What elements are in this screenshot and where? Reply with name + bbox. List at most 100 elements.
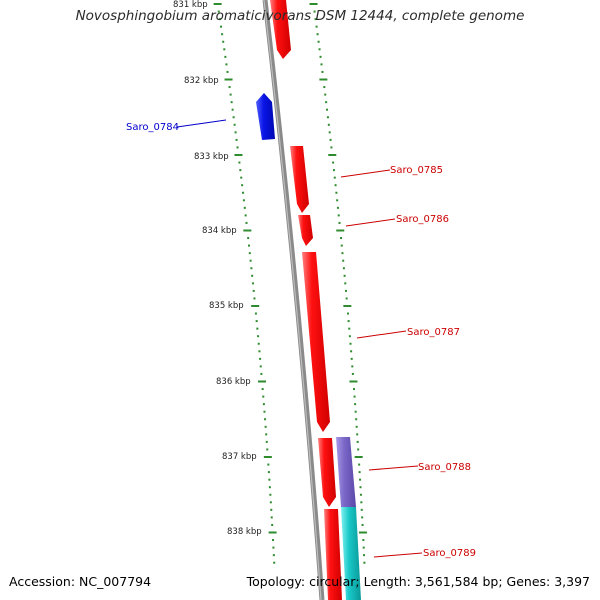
right-tick-major [336, 229, 345, 232]
right-tick-minor [332, 169, 335, 172]
left-tick-major [224, 78, 233, 81]
left-tick-minor [269, 493, 272, 496]
left-tick-minor [273, 561, 276, 564]
right-tick-minor [361, 516, 364, 519]
right-tick-minor [335, 191, 338, 194]
left-tick-minor [223, 48, 226, 51]
right-tick-minor [343, 274, 346, 277]
left-tick-minor [247, 237, 250, 240]
left-tick-minor [255, 320, 258, 323]
right-tick-minor [341, 252, 344, 255]
scale-label-836: 836 kbp [216, 377, 251, 387]
right-tick-minor [359, 478, 362, 481]
gene-label-saro-0785[interactable]: Saro_0785 [390, 165, 443, 176]
left-tick-minor [218, 18, 221, 21]
right-tick-minor [326, 108, 329, 111]
gene-saro-0785[interactable] [290, 146, 309, 213]
gene-saro-0787[interactable] [302, 252, 330, 432]
right-tick-minor [347, 320, 350, 323]
gene-label-saro-0784[interactable]: Saro_0784 [126, 122, 179, 133]
right-tick-minor [353, 388, 356, 391]
genes [256, 0, 361, 600]
topology-text: Topology: circular; Length: 3,561,584 bp… [246, 574, 590, 589]
scale-label-835: 835 kbp [209, 301, 244, 311]
left-tick-minor [254, 312, 257, 315]
right-tick-minor [359, 486, 362, 489]
right-tick-minor [337, 214, 340, 217]
callout-line-saro-0785 [340, 169, 391, 178]
right-tick-major [328, 154, 337, 156]
right-tick-minor [323, 86, 326, 89]
gene-label-saro-0789[interactable]: Saro_0789 [423, 548, 476, 559]
left-tick-minor [248, 252, 251, 255]
left-tick-minor [258, 350, 261, 353]
scale-label-831: 831 kbp [173, 0, 208, 10]
left-tick-minor [249, 259, 252, 262]
right-tick-minor [362, 546, 365, 549]
gene-label-saro-0786[interactable]: Saro_0786 [396, 214, 449, 225]
right-tick-minor [328, 131, 331, 134]
gene-saro-0784[interactable] [256, 93, 275, 140]
left-tick-minor [224, 55, 227, 58]
scale-ticks-left [213, 3, 277, 564]
right-tick-major [354, 456, 363, 458]
right-tick-minor [354, 403, 357, 406]
left-tick-minor [226, 70, 229, 73]
gene-saro-0789[interactable] [324, 509, 342, 600]
left-tick-major [234, 154, 243, 156]
feature-purple[interactable] [336, 437, 356, 507]
gene-saro-0786[interactable] [298, 215, 313, 246]
gene-top-partial[interactable] [270, 0, 291, 59]
right-tick-minor [332, 161, 335, 164]
gene-saro-0788[interactable] [318, 438, 336, 507]
left-tick-minor [265, 440, 268, 443]
left-tick-minor [259, 357, 262, 360]
right-tick-minor [313, 10, 316, 13]
genome-backbone [262, 0, 325, 600]
right-tick-minor [344, 282, 347, 285]
right-tick-minor [329, 138, 332, 141]
left-tick-major [213, 3, 222, 5]
right-tick-minor [319, 55, 322, 58]
gene-label-saro-0788[interactable]: Saro_0788 [418, 462, 471, 473]
left-tick-minor [270, 516, 273, 519]
right-tick-minor [358, 463, 361, 466]
right-tick-minor [346, 312, 349, 315]
left-tick-minor [230, 101, 233, 104]
callout-line-saro-0784 [176, 119, 227, 128]
left-tick-minor [244, 214, 247, 217]
right-tick-minor [325, 101, 328, 104]
right-tick-minor [327, 123, 330, 126]
gene-label-saro-0787[interactable]: Saro_0787 [407, 327, 460, 338]
right-tick-minor [314, 18, 317, 21]
right-tick-minor [345, 297, 348, 300]
left-tick-minor [232, 116, 235, 119]
right-tick-major [358, 531, 367, 534]
left-tick-minor [267, 471, 270, 474]
right-tick-minor [320, 63, 323, 66]
right-tick-minor [355, 425, 358, 428]
scale-ticks-right [309, 3, 367, 564]
right-tick-minor [334, 184, 337, 187]
left-tick-major [243, 229, 252, 232]
right-tick-minor [350, 357, 353, 360]
left-tick-minor [236, 146, 239, 149]
right-tick-minor [340, 244, 343, 247]
left-tick-minor [266, 448, 269, 451]
left-tick-minor [260, 372, 263, 375]
left-tick-minor [262, 395, 265, 398]
left-tick-minor [245, 221, 248, 224]
feature-cyan[interactable] [341, 507, 361, 600]
right-tick-minor [317, 40, 320, 43]
right-tick-major [319, 78, 328, 81]
left-tick-minor [271, 523, 274, 526]
left-tick-minor [242, 191, 245, 194]
left-tick-minor [222, 40, 225, 43]
left-tick-minor [235, 138, 238, 141]
callout-line-saro-0789 [373, 552, 423, 558]
right-tick-minor [353, 395, 356, 398]
scale-label-832: 832 kbp [184, 76, 219, 86]
right-tick-minor [348, 327, 351, 330]
left-tick-minor [217, 10, 220, 13]
right-tick-minor [344, 289, 347, 292]
